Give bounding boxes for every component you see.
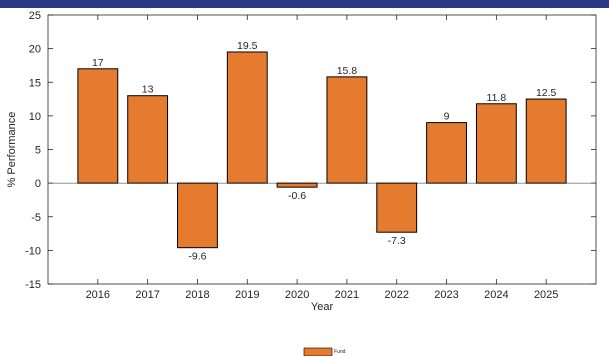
bar-data-label: 17 <box>92 57 104 69</box>
x-tick-label: 2021 <box>335 289 359 301</box>
bar-data-label: 9 <box>444 111 450 123</box>
y-tick-label: 0 <box>35 178 41 190</box>
x-tick-label: 2023 <box>434 289 458 301</box>
bar-data-label: 12.5 <box>536 87 557 99</box>
bar <box>77 68 119 184</box>
x-tick-label: 2017 <box>135 289 159 301</box>
bar <box>276 182 318 188</box>
data-labels: 17 13 -9.6 19.5 -0.6 15.8 -7.3 9 11.8 12.5 <box>92 40 557 263</box>
x-tick-label: 2019 <box>235 289 259 301</box>
bar <box>127 95 169 184</box>
bar <box>475 103 517 184</box>
bar-data-label: -0.6 <box>288 190 306 202</box>
x-axis-title: Year <box>311 301 334 313</box>
y-axis-title: % Performance <box>6 112 18 188</box>
x-tick-label: 2024 <box>484 289 508 301</box>
bar <box>226 51 268 184</box>
legend-swatch <box>303 347 333 356</box>
y-tick-label: 20 <box>29 44 41 56</box>
y-tick-label: 10 <box>29 111 41 123</box>
x-tick-label: 2018 <box>185 289 209 301</box>
bar <box>326 76 368 184</box>
bar <box>376 182 418 233</box>
x-tick-label: 2020 <box>285 289 309 301</box>
bar <box>177 182 218 249</box>
top-color-band <box>0 0 609 8</box>
bar <box>426 122 467 184</box>
bar-data-label: 19.5 <box>237 40 258 52</box>
x-tick-label: 2022 <box>384 289 408 301</box>
legend-label: Fund <box>334 349 346 355</box>
y-tick-label: -15 <box>25 279 41 291</box>
bar-data-label: -9.6 <box>188 251 206 263</box>
x-axis-ticks: 2016 2017 2018 2019 2020 2021 2022 2023 2024 2025 <box>86 15 558 301</box>
y-tick-label: -10 <box>25 245 41 257</box>
bar-data-label: 13 <box>142 84 154 96</box>
y-tick-label: 5 <box>35 145 41 157</box>
y-tick-label: 15 <box>29 77 41 89</box>
x-tick-label: 2016 <box>86 289 110 301</box>
y-tick-label: 25 <box>29 10 41 22</box>
x-tick-label: 2025 <box>534 289 558 301</box>
bar <box>525 98 567 184</box>
legend: Fund <box>303 347 346 356</box>
y-tick-label: -5 <box>31 212 41 224</box>
bar-data-label: 15.8 <box>337 65 358 77</box>
bar-data-label: 11.8 <box>487 92 507 104</box>
bar-data-label: -7.3 <box>388 235 406 247</box>
bar-series <box>77 51 567 249</box>
